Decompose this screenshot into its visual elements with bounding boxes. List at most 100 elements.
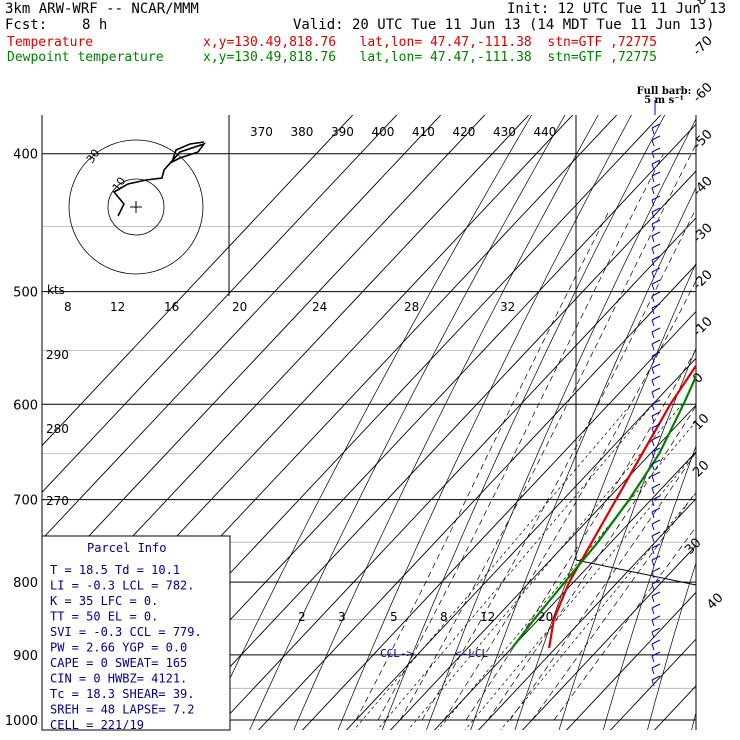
wind-barb (651, 171, 661, 177)
wind-barb (651, 403, 655, 411)
theta-e-label: 380 (291, 125, 314, 139)
isotherm-line (125, 123, 696, 730)
wind-barb (651, 283, 655, 291)
dry-adiabat (381, 115, 666, 730)
model-title: 3km ARW-WRF -- NCAR/MMM (5, 1, 199, 17)
wind-barb (651, 427, 655, 435)
wind-scale-label: 8 (64, 300, 72, 314)
wind-barb (651, 543, 661, 549)
mixing-ratio-line (464, 451, 696, 730)
barb-scale-label: Full barb: 5 m s⁻¹ (636, 86, 692, 106)
wind-barb (651, 195, 661, 201)
dry-adiabat (205, 115, 533, 730)
wind-barb (651, 615, 661, 621)
hodograph-trace (112, 141, 207, 217)
wind-barb (651, 375, 661, 381)
moist-adiabat (443, 280, 696, 721)
wind-barb (651, 211, 655, 219)
dewpoint-trace (511, 373, 696, 649)
wind-barb (651, 291, 661, 297)
wind-barb (651, 631, 655, 639)
mixing-ratio-line (376, 404, 654, 730)
dry-adiabat (691, 711, 696, 730)
wind-barb (651, 471, 661, 477)
pressure-label: 800 (13, 576, 38, 591)
wind-barb (651, 259, 655, 267)
moist-adiabat (355, 212, 609, 721)
parcel-info-row: SREH = 48 LAPSE= 7.2 (50, 703, 195, 717)
wind-barb (651, 243, 661, 249)
hodograph-ring-label: 30 (84, 147, 103, 166)
wind-barb (651, 639, 661, 645)
wind-barb (651, 663, 661, 669)
ccl-marker: CCL-> (380, 647, 413, 660)
isotherm-line (169, 170, 696, 730)
parcel-info-row: K = 35 LFC = 0. (50, 594, 158, 608)
wind-barb (651, 175, 655, 183)
dry-adiabat (731, 0, 740, 740)
temperature-tick-label: -40 (690, 174, 716, 200)
wind-barb (651, 439, 655, 447)
dry-adiabat (293, 115, 599, 730)
theta-e-label: 410 (412, 125, 435, 139)
wind-barb (651, 475, 655, 483)
wind-scale-label: 12 (110, 300, 125, 314)
mixing-ratio-label: 2 (298, 610, 306, 624)
wind-scale-label: 28 (404, 300, 419, 314)
isotherm-line (521, 544, 696, 730)
wind-barb (651, 579, 661, 585)
dry-adiabat (249, 115, 566, 730)
temperature-tick-label: 20 (690, 458, 712, 480)
wind-barb (651, 295, 655, 303)
theta-e-label: 390 (331, 125, 354, 139)
temperature-tick-label: 10 (690, 411, 712, 433)
isotherm-line (653, 685, 696, 730)
moist-adiabat (399, 143, 696, 721)
theta-e-label: 440 (534, 125, 557, 139)
theta-e-label: 370 (250, 125, 273, 139)
wind-barb (651, 307, 655, 315)
wind-barb (651, 523, 655, 531)
pressure-label: 400 (13, 148, 38, 163)
parcel-info-row: CIN = 0 HWBZ= 4121. (50, 672, 187, 686)
isotherm-line (477, 498, 696, 730)
mixing-ratio-label: 20 (538, 610, 553, 624)
wind-barb (651, 507, 661, 513)
wind-barb (651, 199, 655, 207)
wind-barb (651, 607, 655, 615)
theta-e-label: 420 (453, 125, 476, 139)
wind-barb (651, 511, 655, 519)
wind-barb (651, 651, 661, 657)
wind-barb (651, 339, 661, 345)
moist-adiabat (377, 153, 664, 721)
wind-barb (651, 207, 661, 213)
mixing-ratio-line (500, 492, 696, 730)
wind-barb (651, 351, 661, 357)
temperature-tick-label: -30 (690, 221, 716, 247)
wind-barb (651, 183, 661, 189)
wind-barb (651, 343, 655, 351)
moist-adiabat (487, 405, 696, 721)
wind-barb (651, 223, 655, 231)
wind-barb (651, 235, 655, 243)
wind-barb (651, 159, 661, 165)
wind-barb (651, 495, 661, 501)
isotherm-line (565, 591, 696, 730)
temperature-legend: Temperature (7, 35, 94, 50)
dry-adiabat (602, 445, 696, 730)
temperature-location: x,y=130.49,818.76 lat,lon= 47.47,-111.38… (203, 35, 657, 50)
temperature-tick-label: -10 (690, 314, 716, 340)
pressure-label: 1000 (5, 714, 38, 729)
wind-barb (651, 363, 661, 369)
dewpoint-legend: Dewpoint temperature (7, 50, 164, 65)
wind-barb (651, 555, 661, 561)
parcel-info-row: PW = 2.66 YGP = 0.0 (50, 641, 187, 655)
moist-adiabat (531, 491, 696, 721)
wind-barb (651, 411, 661, 417)
wind-barb (651, 447, 661, 453)
wind-barb (651, 415, 655, 423)
temperature-tick-label: -80 (690, 0, 716, 12)
pressure-label: 700 (13, 494, 38, 509)
wind-barb (651, 271, 655, 279)
pressure-label: 600 (13, 398, 38, 413)
